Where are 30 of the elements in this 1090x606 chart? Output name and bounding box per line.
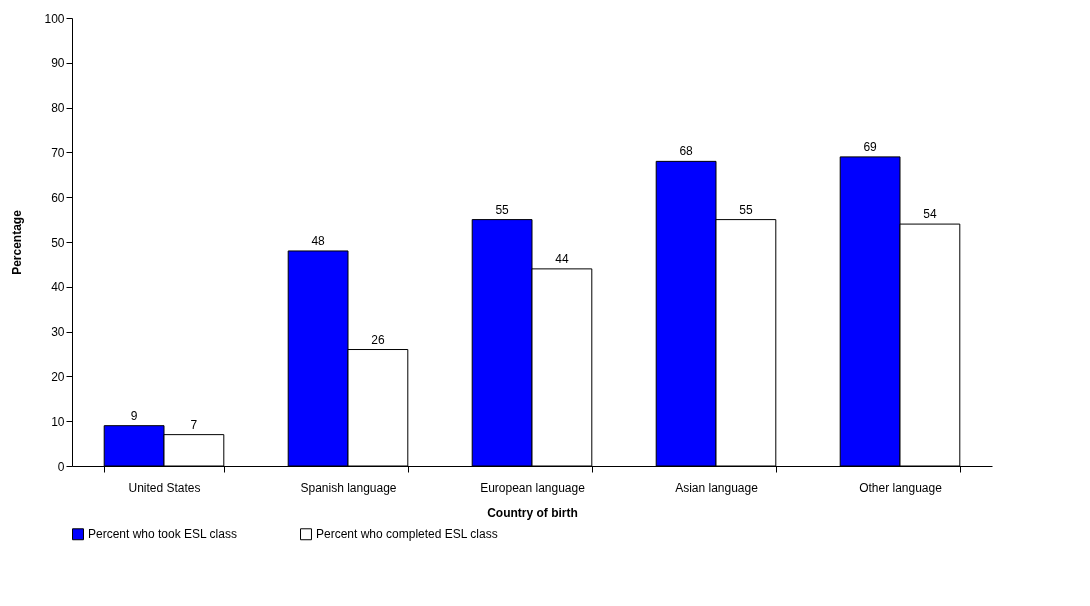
y-tick-label: 30 xyxy=(51,325,65,340)
y-tick-label: 0 xyxy=(57,459,65,474)
data-label: 48 xyxy=(311,233,326,248)
data-label: 7 xyxy=(190,417,198,432)
y-tick-label: 100 xyxy=(44,11,65,26)
y-tick-label: 90 xyxy=(51,56,65,71)
y-tick-label: 10 xyxy=(51,414,65,429)
y-tick-label: 70 xyxy=(51,145,65,160)
data-label: 55 xyxy=(495,202,510,217)
data-label: 26 xyxy=(371,332,385,347)
data-label: 9 xyxy=(130,408,138,423)
x-tick-label: Other language xyxy=(859,480,943,495)
legend-label: Percent who took ESL class xyxy=(88,527,237,542)
y-tick-label: 80 xyxy=(51,101,65,116)
data-label: 44 xyxy=(555,251,569,266)
y-axis-title: Percentage xyxy=(10,209,25,275)
legend-label: Percent who completed ESL class xyxy=(316,527,498,542)
y-tick-label: 60 xyxy=(51,190,65,205)
data-label: 68 xyxy=(679,144,694,159)
x-axis-title: Country of birth xyxy=(487,505,578,520)
y-tick-label: 20 xyxy=(51,369,65,384)
data-label: 69 xyxy=(863,139,878,154)
y-tick-label: 40 xyxy=(51,280,65,295)
data-label: 55 xyxy=(739,202,753,217)
x-tick-label: Spanish language xyxy=(300,480,397,495)
x-tick-label: United States xyxy=(128,480,201,495)
x-tick-label: European language xyxy=(480,480,586,495)
data-label: 54 xyxy=(923,207,937,222)
y-tick-label: 50 xyxy=(51,235,65,250)
x-tick-label: Asian language xyxy=(675,480,759,495)
